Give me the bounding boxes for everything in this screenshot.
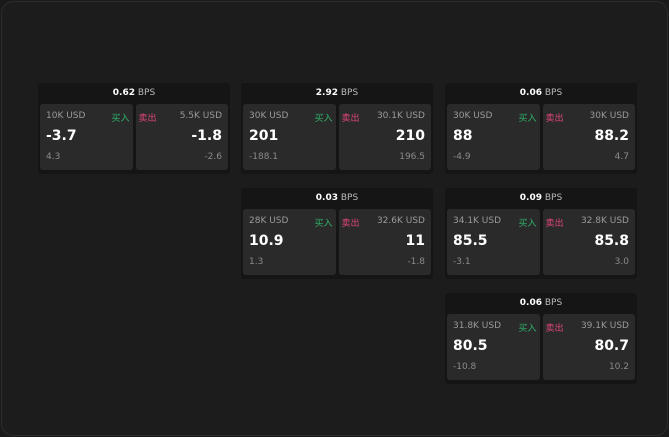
spread-unit: BPS	[544, 193, 563, 203]
bid-change: -10.8	[453, 362, 477, 372]
ask-price: 85.8	[594, 233, 629, 249]
spread-value: 0.09	[519, 193, 542, 203]
ask-quantity: 39.1K USD	[580, 321, 629, 331]
spread-header: 0.09 BPS	[445, 188, 637, 209]
ask-price: 80.7	[594, 338, 629, 354]
buy-label: 买入	[314, 219, 333, 229]
bid-quantity: 10K USD	[46, 111, 86, 121]
spread-header: 0.03 BPS	[241, 188, 433, 209]
ask-change: 196.5	[399, 152, 425, 162]
quote-panel: 2.92 BPS 30K USD 买入 201 -188.1 卖出 30.1K …	[241, 83, 433, 174]
spread-value: 0.03	[315, 193, 338, 203]
buy-cell[interactable]: 30K USD 买入 88 -4.9	[447, 104, 540, 170]
spread-unit: BPS	[544, 88, 563, 98]
sell-label: 卖出	[545, 324, 564, 334]
bid-change: 4.3	[46, 152, 61, 162]
sell-cell[interactable]: 卖出 30K USD 88.2 4.7	[542, 104, 635, 170]
bid-change: -3.1	[453, 257, 471, 267]
buy-label: 买入	[518, 219, 537, 229]
ask-change: 10.2	[608, 362, 629, 372]
buy-cell[interactable]: 34.1K USD 买入 85.5 -3.1	[447, 209, 540, 275]
ask-quantity: 30.1K USD	[376, 111, 425, 121]
sell-cell[interactable]: 卖出 5.5K USD -1.8 -2.6	[135, 104, 228, 170]
ask-quantity: 30K USD	[589, 111, 629, 121]
bid-price: 80.5	[453, 338, 488, 354]
spread-header: 0.62 BPS	[38, 83, 230, 104]
quote-panel: 0.62 BPS 10K USD 买入 -3.7 4.3 卖出 5.5K USD…	[38, 83, 230, 174]
sell-cell[interactable]: 卖出 39.1K USD 80.7 10.2	[542, 314, 635, 380]
bid-price: -3.7	[46, 128, 77, 144]
ask-change: -1.8	[407, 257, 425, 267]
quote-panel: 0.09 BPS 34.1K USD 买入 85.5 -3.1 卖出 32.8K…	[445, 188, 637, 279]
bid-quantity: 34.1K USD	[453, 216, 502, 226]
spread-value: 0.06	[519, 88, 542, 98]
sell-cell[interactable]: 卖出 32.6K USD 11 -1.8	[338, 209, 431, 275]
bid-price: 201	[249, 128, 279, 144]
bid-quantity: 31.8K USD	[453, 321, 502, 331]
bid-quantity: 30K USD	[453, 111, 493, 121]
ask-change: 3.0	[614, 257, 629, 267]
ask-price: 88.2	[594, 128, 629, 144]
sell-cell[interactable]: 卖出 30.1K USD 210 196.5	[338, 104, 431, 170]
bid-quantity: 28K USD	[249, 216, 289, 226]
spread-value: 2.92	[315, 88, 338, 98]
spread-header: 0.06 BPS	[445, 293, 637, 314]
ask-quantity: 5.5K USD	[179, 111, 222, 121]
bid-change: -4.9	[453, 152, 471, 162]
buy-label: 买入	[314, 114, 333, 124]
bid-change: -188.1	[249, 152, 279, 162]
buy-label: 买入	[518, 324, 537, 334]
sell-label: 卖出	[341, 219, 360, 229]
spread-unit: BPS	[544, 298, 563, 308]
bid-price: 85.5	[453, 233, 488, 249]
buy-label: 买入	[518, 114, 537, 124]
ask-price: -1.8	[191, 128, 222, 144]
quote-panel: 0.06 BPS 30K USD 买入 88 -4.9 卖出 30K USD 8…	[445, 83, 637, 174]
buy-cell[interactable]: 10K USD 买入 -3.7 4.3	[40, 104, 133, 170]
ask-quantity: 32.8K USD	[580, 216, 629, 226]
sell-label: 卖出	[138, 114, 157, 124]
bid-price: 88	[453, 128, 473, 144]
spread-unit: BPS	[340, 193, 359, 203]
sell-label: 卖出	[545, 114, 564, 124]
sell-label: 卖出	[545, 219, 564, 229]
buy-cell[interactable]: 30K USD 买入 201 -188.1	[243, 104, 336, 170]
ask-price: 11	[405, 233, 425, 249]
quote-panel: 0.03 BPS 28K USD 买入 10.9 1.3 卖出 32.6K US…	[241, 188, 433, 279]
spread-value: 0.62	[112, 88, 135, 98]
spread-value: 0.06	[519, 298, 542, 308]
bid-change: 1.3	[249, 257, 264, 267]
buy-cell[interactable]: 28K USD 买入 10.9 1.3	[243, 209, 336, 275]
spread-header: 2.92 BPS	[241, 83, 433, 104]
sell-label: 卖出	[341, 114, 360, 124]
ask-change: -2.6	[204, 152, 222, 162]
buy-cell[interactable]: 31.8K USD 买入 80.5 -10.8	[447, 314, 540, 380]
quote-panel: 0.06 BPS 31.8K USD 买入 80.5 -10.8 卖出 39.1…	[445, 293, 637, 384]
bid-quantity: 30K USD	[249, 111, 289, 121]
spread-unit: BPS	[340, 88, 359, 98]
ask-quantity: 32.6K USD	[376, 216, 425, 226]
spread-unit: BPS	[137, 88, 156, 98]
buy-label: 买入	[111, 114, 130, 124]
spread-header: 0.06 BPS	[445, 83, 637, 104]
ask-price: 210	[395, 128, 425, 144]
ask-change: 4.7	[614, 152, 629, 162]
sell-cell[interactable]: 卖出 32.8K USD 85.8 3.0	[542, 209, 635, 275]
bid-price: 10.9	[249, 233, 284, 249]
